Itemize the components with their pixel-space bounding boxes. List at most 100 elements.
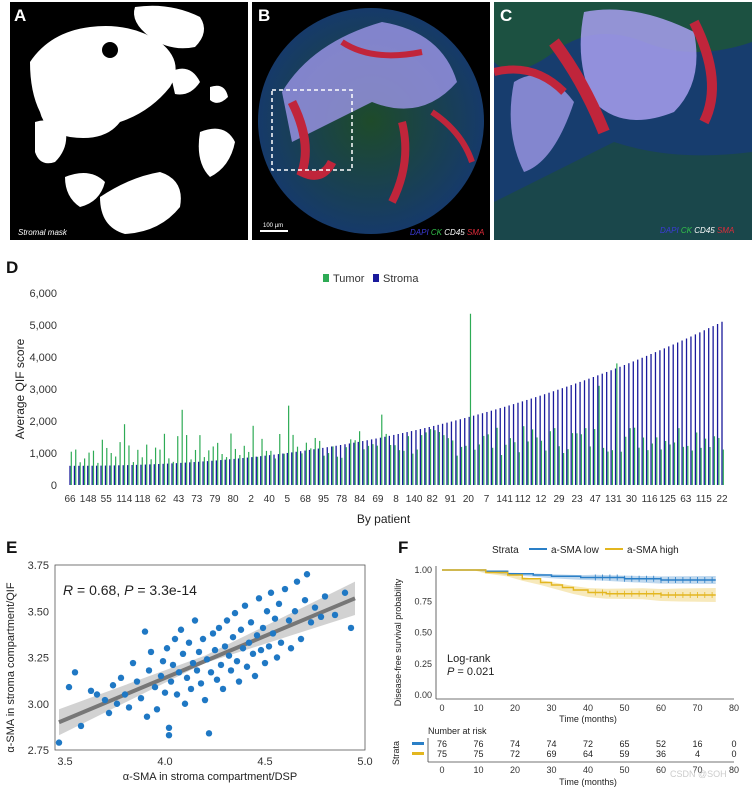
legend-stroma-label: Stroma — [383, 273, 419, 285]
risk-high-count: 75 — [473, 749, 483, 759]
risk-x-tick-label: 30 — [546, 765, 556, 775]
y-tick-label: 1.00 — [414, 565, 432, 575]
x-tick-label: 80 — [729, 703, 739, 713]
risk-x-tick-label: 60 — [656, 765, 666, 775]
scatter-point — [235, 678, 243, 685]
scatter-point — [199, 635, 207, 643]
watermark: CSDN @SOH — [670, 769, 727, 779]
scatter-point — [117, 674, 125, 682]
scatter-point — [77, 722, 85, 730]
y-tick-label: 1,000 — [29, 448, 57, 460]
scatter-point — [239, 645, 247, 652]
scatter-point — [161, 689, 169, 696]
risk-high-count: 59 — [619, 749, 629, 759]
scatter-point — [129, 659, 137, 667]
scatter-point — [71, 669, 79, 676]
x-tick-label: 5.0 — [357, 756, 372, 768]
scatter-point — [175, 669, 183, 676]
scatter-point — [297, 635, 305, 643]
risk-low-count: 76 — [437, 739, 447, 749]
x-tick-label: 62 — [155, 494, 167, 505]
legend-tumor-swatch — [323, 274, 329, 282]
risk-x-tick-label: 0 — [439, 765, 444, 775]
x-tick-label: 116 — [642, 494, 658, 505]
scatter-point — [193, 667, 201, 674]
legend-sma: SMA — [716, 226, 735, 235]
x-tick-label: 4.5 — [257, 756, 272, 768]
risk-high-count: 64 — [583, 749, 593, 759]
panel-a-label: A — [14, 6, 27, 25]
scatter-point — [65, 683, 73, 691]
scatter-point — [205, 730, 213, 737]
x-tick-label: 12 — [535, 494, 547, 505]
legend-ck: CK — [430, 228, 443, 237]
x-tick-label: 91 — [445, 494, 457, 505]
x-tick-label: 70 — [692, 703, 702, 713]
legend-high-label: a-SMA high — [627, 545, 679, 556]
scatter-point — [347, 624, 355, 632]
scatter-point — [307, 619, 315, 626]
scatter-point — [87, 687, 95, 694]
risk-table-title: Number at risk — [428, 726, 487, 736]
panel-d-bar-chart: 0 1,000 2,000 3,000 4,000 5,000 6,000 Tumor Stro… — [13, 273, 728, 526]
scatter-point — [145, 667, 153, 674]
stromal-mask-graphic — [30, 5, 235, 234]
x-tick-label: 30 — [626, 494, 638, 505]
y-tick-label: 3.75 — [28, 560, 49, 572]
x-tick-label: 10 — [473, 703, 483, 713]
scatter-point — [245, 639, 253, 646]
scatter-point — [207, 669, 215, 676]
x-tick-label: 29 — [553, 494, 565, 505]
scatter-point — [321, 593, 329, 600]
x-tick-label: 73 — [191, 494, 203, 505]
x-tick-label: 23 — [572, 494, 584, 505]
x-tick-label: 3.5 — [57, 756, 72, 768]
scatter-point — [317, 613, 325, 620]
scatter-point — [249, 650, 257, 657]
panel-c-zoom-image — [494, 2, 752, 240]
x-tick-label: 4.0 — [157, 756, 172, 768]
scatter-point — [281, 585, 289, 593]
scatter-point — [211, 646, 219, 654]
risk-low-swatch — [412, 742, 424, 745]
scatter-point — [125, 704, 133, 711]
x-tick-label: 118 — [134, 494, 150, 505]
risk-low-count: 74 — [546, 739, 556, 749]
risk-low-count: 76 — [473, 739, 483, 749]
x-axis-title: α-SMA in stroma compartment/DSP — [123, 771, 297, 783]
x-tick-label: 55 — [101, 494, 113, 505]
x-tick-label: 82 — [427, 494, 439, 505]
scatter-point — [277, 639, 285, 646]
y-tick-label: 0 — [51, 480, 57, 492]
scatter-point — [229, 633, 237, 641]
risk-low-count: 16 — [692, 739, 702, 749]
legend-stroma-swatch — [373, 274, 379, 282]
scatter-point — [273, 654, 281, 661]
x-tick-label: 69 — [372, 494, 384, 505]
scatter-point — [55, 739, 63, 746]
scatter-point — [285, 617, 293, 624]
risk-high-count: 0 — [731, 749, 736, 759]
scatter-point — [237, 626, 245, 633]
scatter-point — [301, 596, 309, 604]
legend-cd45: CD45 — [444, 228, 465, 237]
risk-x-tick-label: 20 — [510, 765, 520, 775]
risk-high-swatch — [412, 752, 424, 755]
scatter-point — [253, 632, 261, 639]
risk-x-tick-label: 70 — [692, 765, 702, 775]
legend-title: Strata — [492, 545, 519, 556]
panel-e-scatter-chart: 2.75 3.00 3.25 3.50 3.75 3.5 4.0 4.5 5.0 α-SMA in… — [5, 560, 373, 783]
x-tick-label: 47 — [590, 494, 602, 505]
x-tick-label: 8 — [393, 494, 399, 505]
scatter-point — [303, 571, 311, 578]
y-tick-label: 0.75 — [414, 596, 432, 606]
scatter-point — [185, 639, 193, 646]
zoom-graphic — [494, 2, 752, 240]
scatter-point — [203, 656, 211, 663]
scatter-point — [217, 661, 225, 669]
x-tick-label: 30 — [546, 703, 556, 713]
legend-tumor-label: Tumor — [333, 273, 365, 285]
legend-low-label: a-SMA low — [551, 545, 600, 556]
scatter-point — [341, 589, 349, 596]
risk-x-tick-label: 50 — [619, 765, 629, 775]
